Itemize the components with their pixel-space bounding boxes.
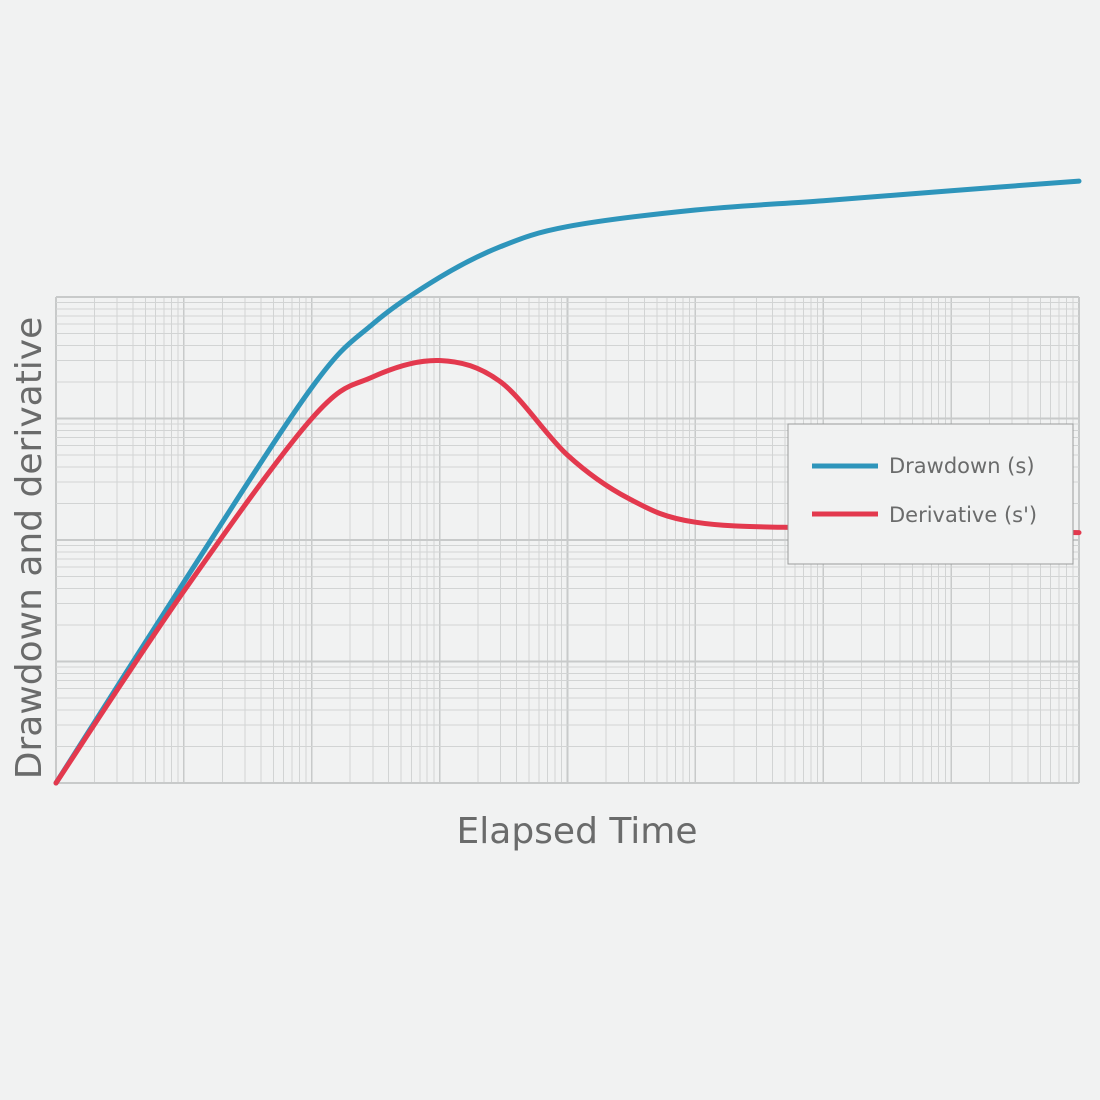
legend-label-derivative: Derivative (s')	[889, 503, 1037, 527]
x-axis-label: Elapsed Time	[457, 811, 698, 852]
plot-series	[53, 178, 1082, 786]
y-axis-label: Drawdown and derivative	[9, 317, 50, 780]
legend-label-drawdown: Drawdown (s)	[889, 454, 1035, 478]
series-line-derivative	[53, 357, 1082, 786]
legend: Drawdown (s) Derivative (s')	[787, 423, 1074, 565]
series-line-drawdown	[53, 178, 1082, 786]
legend-box	[787, 423, 1074, 565]
